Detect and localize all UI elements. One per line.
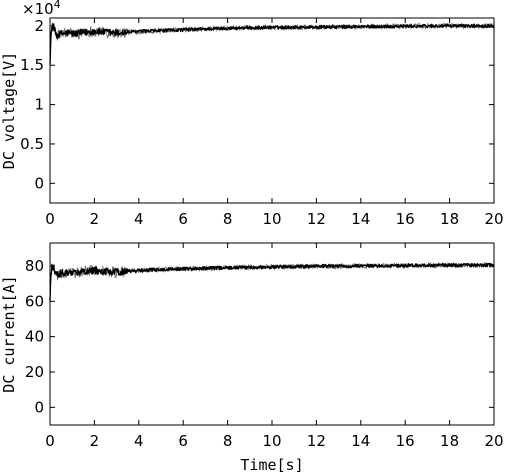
current-axes-frame — [49, 242, 495, 426]
x-tick-label: 16 — [396, 432, 415, 450]
y-tick-label: 2 — [34, 17, 44, 35]
y-tick-label: 20 — [25, 363, 44, 381]
x-tick-label: 4 — [134, 210, 144, 228]
voltage-axes-frame — [49, 17, 495, 204]
series-line — [49, 23, 495, 65]
x-tick-label: 0 — [45, 432, 55, 450]
x-tick-label: 20 — [484, 432, 503, 450]
series-ripple-envelope — [49, 22, 495, 67]
x-tick-label: 8 — [223, 432, 233, 450]
x-tick-label: 2 — [90, 432, 100, 450]
x-tick-label: 12 — [307, 210, 326, 228]
current-panel: 0 20 40 60 80 0 2 4 6 8 10 12 14 16 18 20 DC current[A… — [0, 242, 504, 474]
x-tick-label: 8 — [223, 210, 233, 228]
x-tick-label: 20 — [484, 210, 503, 228]
voltage-y-ticks: 0 0.5 1 1.5 2 — [20, 17, 494, 192]
y-tick-label: 1 — [34, 96, 44, 114]
voltage-series — [49, 22, 495, 67]
x-tick-label: 16 — [396, 210, 415, 228]
x-tick-label: 4 — [134, 432, 144, 450]
y-tick-label: 1.5 — [20, 56, 44, 74]
x-tick-label: 2 — [90, 210, 100, 228]
time-x-axis-label: Time[s] — [240, 456, 303, 474]
y-tick-label: 0.5 — [20, 135, 44, 153]
current-y-ticks: 0 20 40 60 80 — [25, 257, 494, 416]
x-tick-label: 0 — [45, 210, 55, 228]
series-line — [49, 262, 495, 301]
voltage-panel: ×104 0 0.5 1 1.5 2 0 2 4 6 8 10 12 14 16 18 20 DC volt… — [0, 0, 504, 228]
x-tick-label: 14 — [351, 210, 370, 228]
x-tick-label: 14 — [351, 432, 370, 450]
y-tick-label: 60 — [25, 292, 44, 310]
current-series — [49, 261, 495, 301]
x-tick-label: 18 — [440, 210, 459, 228]
y-tick-label: 40 — [25, 328, 44, 346]
x-tick-label: 18 — [440, 432, 459, 450]
x-tick-label: 10 — [262, 210, 281, 228]
x-tick-label: 10 — [262, 432, 281, 450]
y-tick-label: 0 — [34, 398, 44, 416]
x-tick-label: 12 — [307, 432, 326, 450]
y-tick-label: 0 — [34, 174, 44, 192]
x-tick-label: 6 — [178, 432, 188, 450]
current-y-axis-label: DC current[A] — [0, 275, 18, 392]
current-x-ticks: 0 2 4 6 8 10 12 14 16 18 20 — [45, 243, 504, 450]
y-tick-label: 80 — [25, 257, 44, 275]
x-tick-label: 6 — [178, 210, 188, 228]
y-exponent-label: ×104 — [22, 0, 61, 18]
voltage-y-axis-label: DC voltage[V] — [0, 52, 18, 169]
voltage-x-ticks: 0 2 4 6 8 10 12 14 16 18 20 — [45, 18, 504, 228]
